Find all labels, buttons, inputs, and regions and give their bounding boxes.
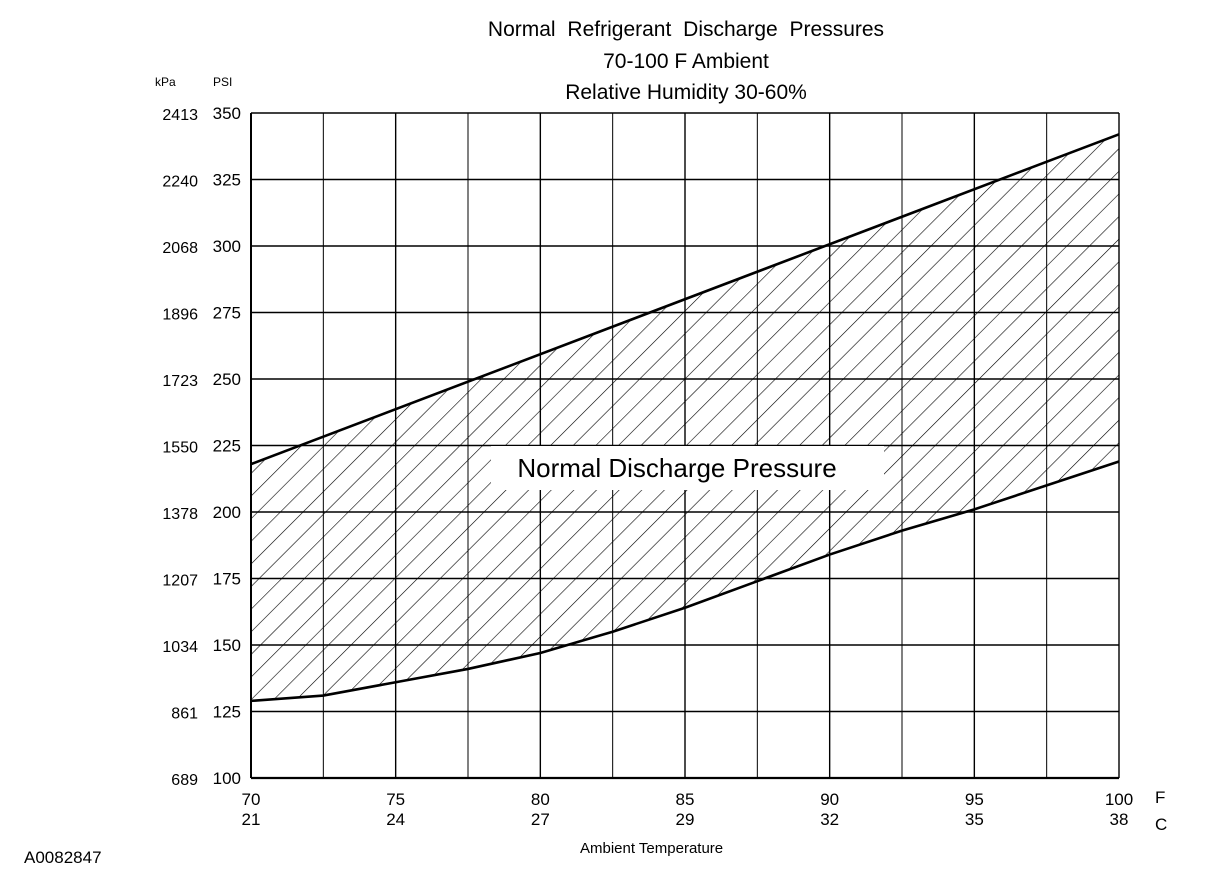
y-tick-label-kpa: 1550 <box>162 440 198 457</box>
x-tick-label-c: 21 <box>242 810 261 829</box>
x-tick-label-f: 100 <box>1105 790 1133 809</box>
x-tick-label-c: 24 <box>386 810 405 829</box>
x-tick-label-f: 75 <box>386 790 405 809</box>
y-tick-label-kpa: 1207 <box>162 573 198 590</box>
y-tick-label-psi: 150 <box>213 636 241 655</box>
y-tick-label-kpa: 2240 <box>162 174 198 191</box>
chart-title: Normal Refrigerant Discharge Pressures <box>487 18 885 41</box>
x-axis-title: Ambient Temperature <box>580 840 724 857</box>
y-tick-label-psi: 300 <box>213 237 241 256</box>
y-tick-label-psi: 275 <box>213 304 241 323</box>
y-tick-label-kpa: 2413 <box>162 107 198 124</box>
y-tick-label-psi: 200 <box>213 503 241 522</box>
y-axis-unit-psi: PSI <box>213 75 233 89</box>
y-tick-label-psi: 350 <box>213 104 241 123</box>
y-tick-label-kpa: 1034 <box>162 639 198 656</box>
lower-limit-line <box>250 460 1120 703</box>
x-tick-label-c: 29 <box>676 810 695 829</box>
y-tick-label-kpa: 2068 <box>162 240 198 257</box>
y-tick-label-psi: 250 <box>213 370 241 389</box>
y-tick-label-psi: 325 <box>213 171 241 190</box>
upper-limit-line <box>250 133 1120 466</box>
x-tick-label-c: 35 <box>965 810 984 829</box>
band-label-background <box>491 446 884 490</box>
x-tick-label-c: 38 <box>1110 810 1129 829</box>
figure-id: A0082847 <box>24 848 102 867</box>
y-tick-label-psi: 175 <box>213 570 241 589</box>
x-tick-label-c: 32 <box>820 810 839 829</box>
y-tick-label-kpa: 689 <box>171 772 198 789</box>
y-axis-unit-kpa: kPa <box>155 75 176 89</box>
x-tick-label-f: 80 <box>531 790 550 809</box>
y-tick-label-kpa: 861 <box>171 706 198 723</box>
y-tick-label-kpa: 1896 <box>162 307 198 324</box>
band-label: Normal Discharge Pressure <box>517 453 836 483</box>
y-tick-label-psi: 100 <box>213 769 241 788</box>
x-axis-unit-f: F <box>1155 788 1166 807</box>
x-tick-label-f: 90 <box>820 790 839 809</box>
chart-subtitle-ambient: 70-100 F Ambient <box>603 50 769 73</box>
x-tick-label-f: 95 <box>965 790 984 809</box>
y-tick-label-kpa: 1378 <box>162 506 198 523</box>
y-tick-label-psi: 125 <box>213 703 241 722</box>
x-axis-unit-c: C <box>1155 815 1168 834</box>
y-tick-label-psi: 225 <box>213 437 241 456</box>
x-tick-label-f: 70 <box>242 790 261 809</box>
chart-subtitle-humidity: Relative Humidity 30-60% <box>565 81 807 104</box>
x-tick-label-f: 85 <box>676 790 695 809</box>
y-tick-label-kpa: 1723 <box>162 373 198 390</box>
x-tick-label-c: 27 <box>531 810 550 829</box>
